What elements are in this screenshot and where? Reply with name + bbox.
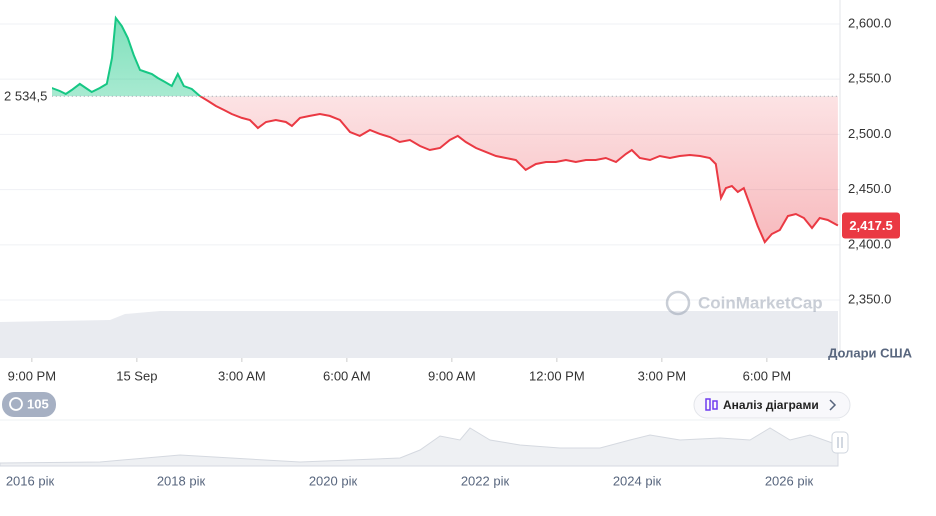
navigator-label: 2024 рік: [613, 473, 662, 488]
y-axis-label: Долари США: [828, 345, 913, 360]
price-line-down: [198, 96, 839, 244]
x-tick-label: 3:00 PM: [638, 368, 686, 383]
navigator-label: 2018 рік: [157, 473, 206, 488]
history-badge[interactable]: 105: [2, 392, 56, 417]
y-tick-label: 2,550.0: [848, 71, 891, 86]
navigator-label: 2016 рік: [6, 473, 55, 488]
y-tick-label: 2,350.0: [848, 291, 891, 306]
analysis-button[interactable]: Аналіз діаграми: [693, 391, 851, 419]
x-tick-label: 6:00 PM: [743, 368, 791, 383]
navigator-area: [0, 427, 839, 467]
y-tick-label: 2,400.0: [848, 236, 891, 251]
baseline-label: 2 534,5: [4, 89, 47, 104]
watermark: CoinMarketCap: [665, 290, 823, 316]
analysis-text: Аналіз діаграми: [723, 398, 819, 412]
navigator-label: 2026 рік: [765, 473, 814, 488]
y-tick-label: 2,600.0: [848, 15, 891, 30]
history-count: 105: [27, 396, 49, 411]
last-price-label: 2,417.5: [849, 218, 892, 233]
watermark-text: CoinMarketCap: [698, 293, 823, 312]
navigator: 2016 рік 2018 рік 2020 рік 2022 рік 2024 рік…: [6, 437, 843, 488]
last-price-badge: [842, 212, 900, 239]
navigator-handle[interactable]: [831, 431, 849, 454]
y-tick-label: 2,450.0: [848, 181, 891, 196]
baseline-label-bg: [0, 86, 52, 107]
plot: 2 534,5: [0, 15, 840, 244]
navigator-label: 2020 рік: [309, 473, 358, 488]
x-tick-label: 9:00 PM: [8, 368, 56, 383]
area-up: [51, 18, 201, 97]
x-tick-label: 12:00 PM: [529, 368, 585, 383]
x-tick-label: 15 Sep: [116, 368, 157, 383]
x-tick-label: 9:00 AM: [428, 368, 476, 383]
navigator-label: 2022 рік: [461, 473, 510, 488]
volume-area: [0, 311, 838, 358]
x-tick-label: 3:00 AM: [218, 368, 266, 383]
y-tick-label: 2,500.0: [848, 126, 891, 141]
area-down: [51, 96, 838, 243]
x-tick-label: 6:00 AM: [323, 368, 371, 383]
price-line-up: [51, 15, 203, 97]
